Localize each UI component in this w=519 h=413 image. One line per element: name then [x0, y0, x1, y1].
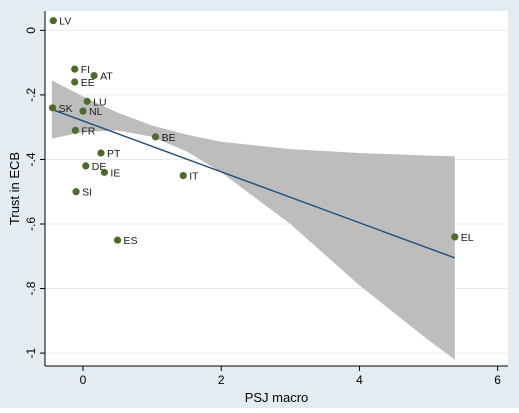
point-label-nl: NL: [89, 106, 103, 118]
axes: 0 2 4 6 0 -.2 -.4 -.6 -.8 -1: [24, 11, 508, 387]
point-label-es: ES: [124, 235, 138, 247]
y-tick-label: -.4: [24, 152, 38, 166]
fit-line: [51, 108, 456, 259]
point-label-sk: SK: [59, 103, 73, 115]
data-point-es: [113, 236, 122, 244]
confidence-band: [51, 80, 455, 360]
data-point-nl: [79, 107, 87, 115]
data-point-it: [179, 171, 187, 180]
data-point-ee: [71, 78, 79, 86]
x-tick-label: 2: [218, 373, 225, 387]
x-axis-title: PSJ macro: [245, 390, 309, 405]
data-point-de: [82, 162, 90, 170]
point-label-at: AT: [100, 71, 113, 83]
point-label-fr: FR: [81, 125, 95, 137]
y-tick-label: -.8: [24, 281, 38, 295]
y-tick-label: -.2: [24, 88, 38, 102]
point-label-ie: IE: [110, 167, 120, 179]
data-point-at: [90, 71, 98, 80]
data-point-pt: [97, 149, 105, 157]
data-point-lv: [49, 17, 57, 25]
data-point-fi: [71, 65, 79, 73]
point-label-si: SI: [82, 187, 92, 199]
point-label-fi: FI: [81, 64, 90, 76]
data-point-si: [72, 188, 80, 196]
point-label-be: BE: [162, 132, 176, 144]
point-label-lu: LU: [93, 96, 106, 108]
point-label-it: IT: [189, 171, 199, 183]
point-label-lv: LV: [59, 16, 71, 28]
data-point-sk: [49, 104, 57, 112]
data-point-el: [451, 233, 459, 241]
point-label-ee: EE: [81, 77, 95, 89]
x-tick-label: 0: [80, 373, 87, 387]
data-point-lu: [83, 97, 91, 105]
data-point-fr: [71, 126, 80, 135]
x-tick-label: 4: [356, 373, 363, 387]
y-tick-label: 0: [24, 27, 38, 34]
y-tick-label: -1: [24, 347, 38, 358]
point-label-el: EL: [461, 232, 474, 244]
x-tick-label: 6: [494, 373, 501, 387]
y-axis-title: Trust in ECB: [7, 152, 22, 225]
data-point-ie: [100, 168, 109, 176]
data-point-be: [151, 133, 160, 141]
y-tick-label: -.6: [24, 217, 38, 231]
point-label-pt: PT: [107, 148, 121, 160]
